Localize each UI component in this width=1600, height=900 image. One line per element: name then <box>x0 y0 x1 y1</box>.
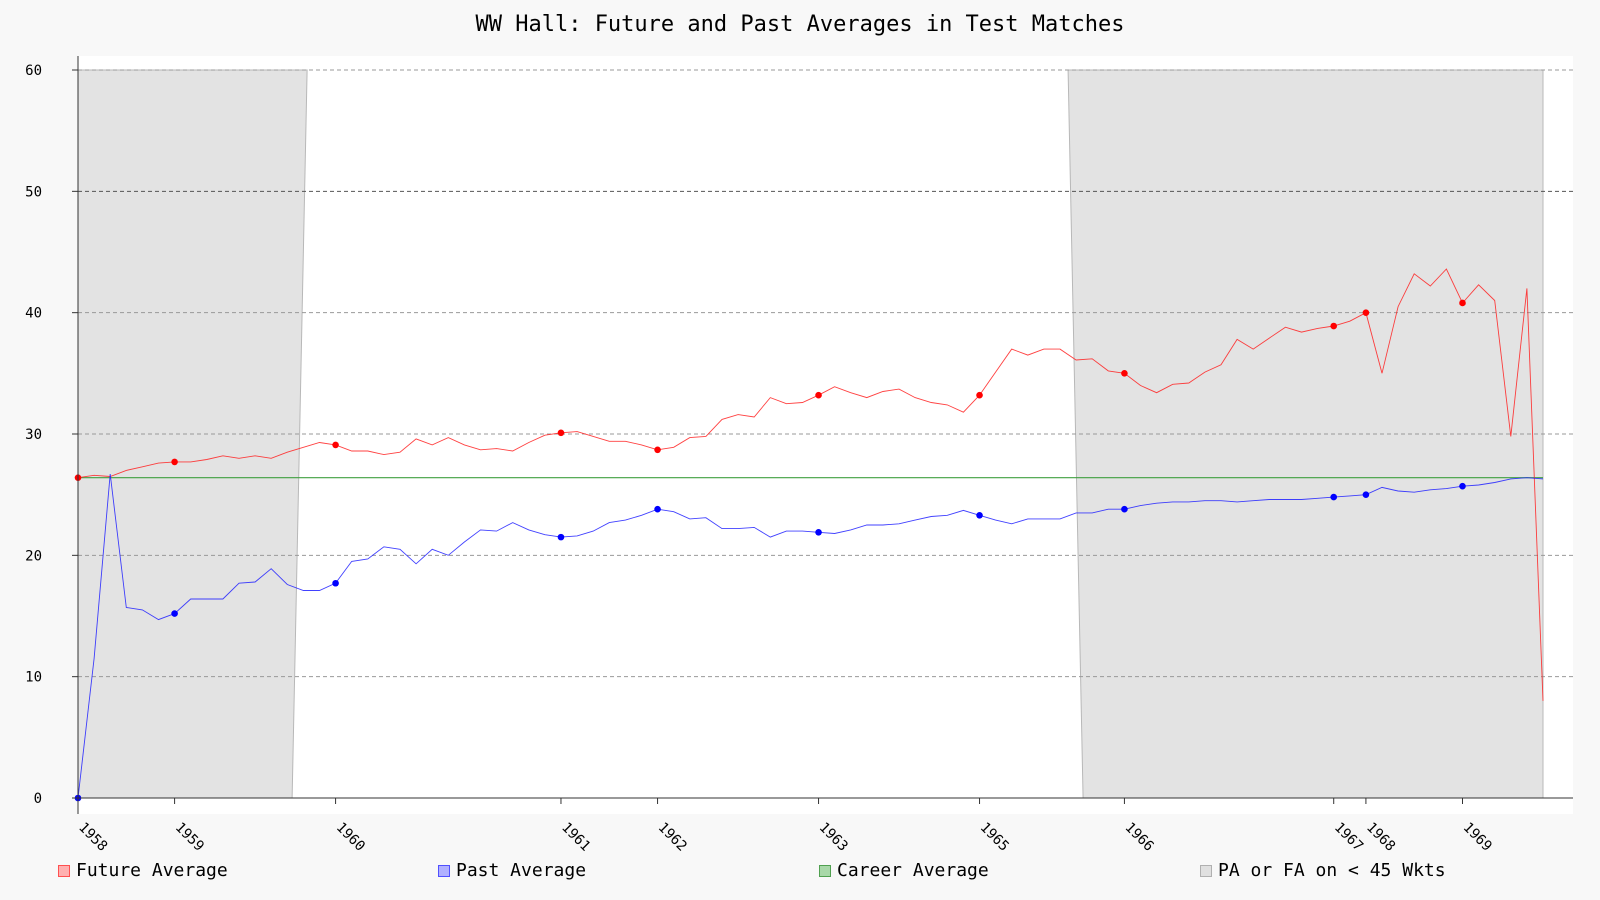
future-point-30 <box>557 429 565 437</box>
legend-item-shade: PA or FA on < 45 Wkts <box>1200 860 1446 881</box>
future-point-78 <box>1330 322 1338 330</box>
x-tick-label-1962: 1962 <box>655 820 690 855</box>
past-point-6 <box>171 610 178 617</box>
future-point-36 <box>654 446 661 454</box>
x-tick-label-1959: 1959 <box>172 820 207 855</box>
y-tick-label-60: 60 <box>25 63 42 79</box>
past-average-line <box>77 473 1544 799</box>
y-tick-label-30: 30 <box>25 427 42 443</box>
series <box>74 268 1544 802</box>
legend-swatch-past <box>438 864 450 877</box>
y-tick-label-0: 0 <box>34 791 42 807</box>
legend: Future Average Past Average Career Avera… <box>0 860 1600 884</box>
x-tick-label-1961: 1961 <box>558 820 593 855</box>
y-tick-label-20: 20 <box>25 548 42 564</box>
x-tick-label-1968: 1968 <box>1363 820 1398 855</box>
y-tick-label-10: 10 <box>25 670 42 686</box>
x-tick-label-1967: 1967 <box>1331 820 1366 855</box>
x-tick-label-1965: 1965 <box>977 820 1012 855</box>
legend-label-career: Career Average <box>837 860 989 881</box>
x-tick-label-1960: 1960 <box>333 820 368 855</box>
past-point-80 <box>1362 491 1370 498</box>
x-tick-label-1963: 1963 <box>816 820 851 855</box>
legend-item-career: Career Average <box>819 860 989 881</box>
future-point-65 <box>1121 370 1128 377</box>
future-point-6 <box>171 458 178 466</box>
future-point-86 <box>1459 299 1466 307</box>
past-point-86 <box>1459 482 1466 490</box>
legend-label-past: Past Average <box>456 860 587 881</box>
past-point-46 <box>815 528 822 536</box>
chart-title: WW Hall: Future and Past Averages in Tes… <box>475 12 1125 37</box>
past-point-16 <box>332 579 339 587</box>
y-tick-label-40: 40 <box>25 306 42 322</box>
legend-swatch-career <box>819 864 831 877</box>
past-point-78 <box>1330 493 1338 501</box>
future-average-line <box>77 268 1544 701</box>
past-point-30 <box>557 533 565 541</box>
future-point-80 <box>1362 309 1370 316</box>
legend-item-future: Future Average <box>58 860 228 881</box>
y-tick-label-50: 50 <box>25 184 42 200</box>
legend-label-shade: PA or FA on < 45 Wkts <box>1218 860 1446 881</box>
past-point-56 <box>976 511 983 519</box>
x-tick-label-1958: 1958 <box>75 820 110 855</box>
past-point-36 <box>654 505 661 513</box>
future-point-16 <box>332 441 339 449</box>
legend-swatch-future <box>58 864 70 877</box>
future-point-46 <box>815 391 822 399</box>
x-tick-label-1966: 1966 <box>1122 820 1157 855</box>
future-point-56 <box>976 391 983 399</box>
past-point-65 <box>1121 505 1128 513</box>
x-tick-label-1969: 1969 <box>1460 820 1495 855</box>
legend-item-past: Past Average <box>438 860 586 881</box>
legend-label-future: Future Average <box>76 860 228 881</box>
legend-swatch-shade <box>1200 864 1212 877</box>
